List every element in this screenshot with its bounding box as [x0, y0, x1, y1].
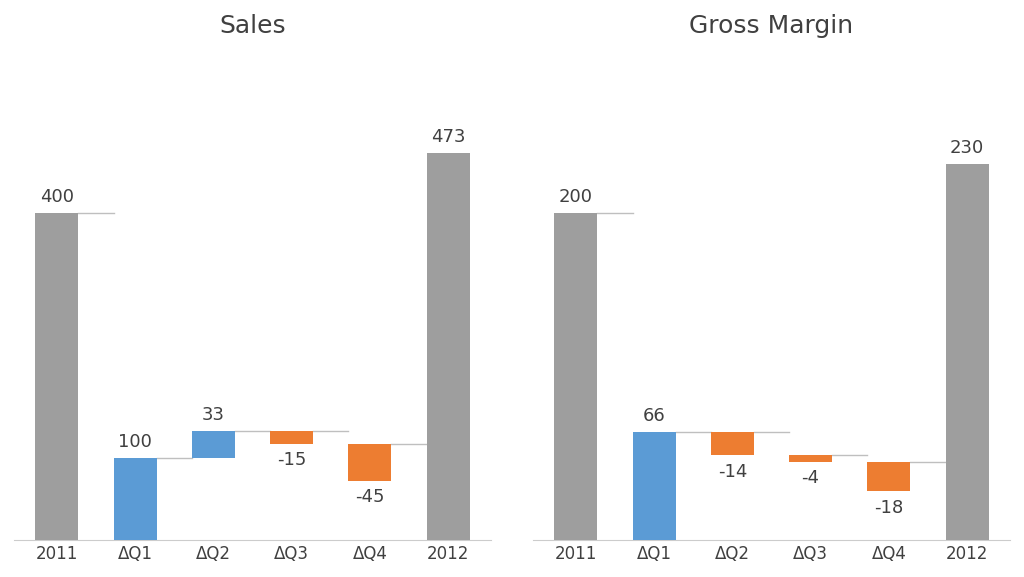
Title: Gross Margin: Gross Margin — [689, 14, 854, 38]
Bar — [945, 164, 988, 540]
Bar — [114, 459, 157, 540]
Text: 200: 200 — [559, 188, 593, 206]
Text: 400: 400 — [40, 188, 74, 206]
Bar — [711, 432, 754, 455]
Text: -14: -14 — [718, 463, 748, 481]
Bar — [36, 213, 79, 540]
Text: 230: 230 — [950, 138, 984, 157]
Text: 100: 100 — [118, 433, 153, 451]
Bar — [191, 432, 234, 459]
Bar — [867, 462, 910, 491]
Text: -45: -45 — [355, 488, 385, 506]
Bar — [633, 432, 676, 540]
Bar — [348, 444, 391, 481]
Text: -4: -4 — [802, 469, 819, 487]
Bar — [554, 213, 597, 540]
Bar — [790, 455, 833, 462]
Text: -15: -15 — [276, 451, 306, 469]
Text: 66: 66 — [643, 407, 666, 425]
Bar — [270, 432, 313, 444]
Text: 33: 33 — [202, 406, 225, 424]
Bar — [427, 153, 470, 540]
Title: Sales: Sales — [219, 14, 286, 38]
Text: 473: 473 — [431, 128, 465, 146]
Text: -18: -18 — [874, 499, 903, 516]
